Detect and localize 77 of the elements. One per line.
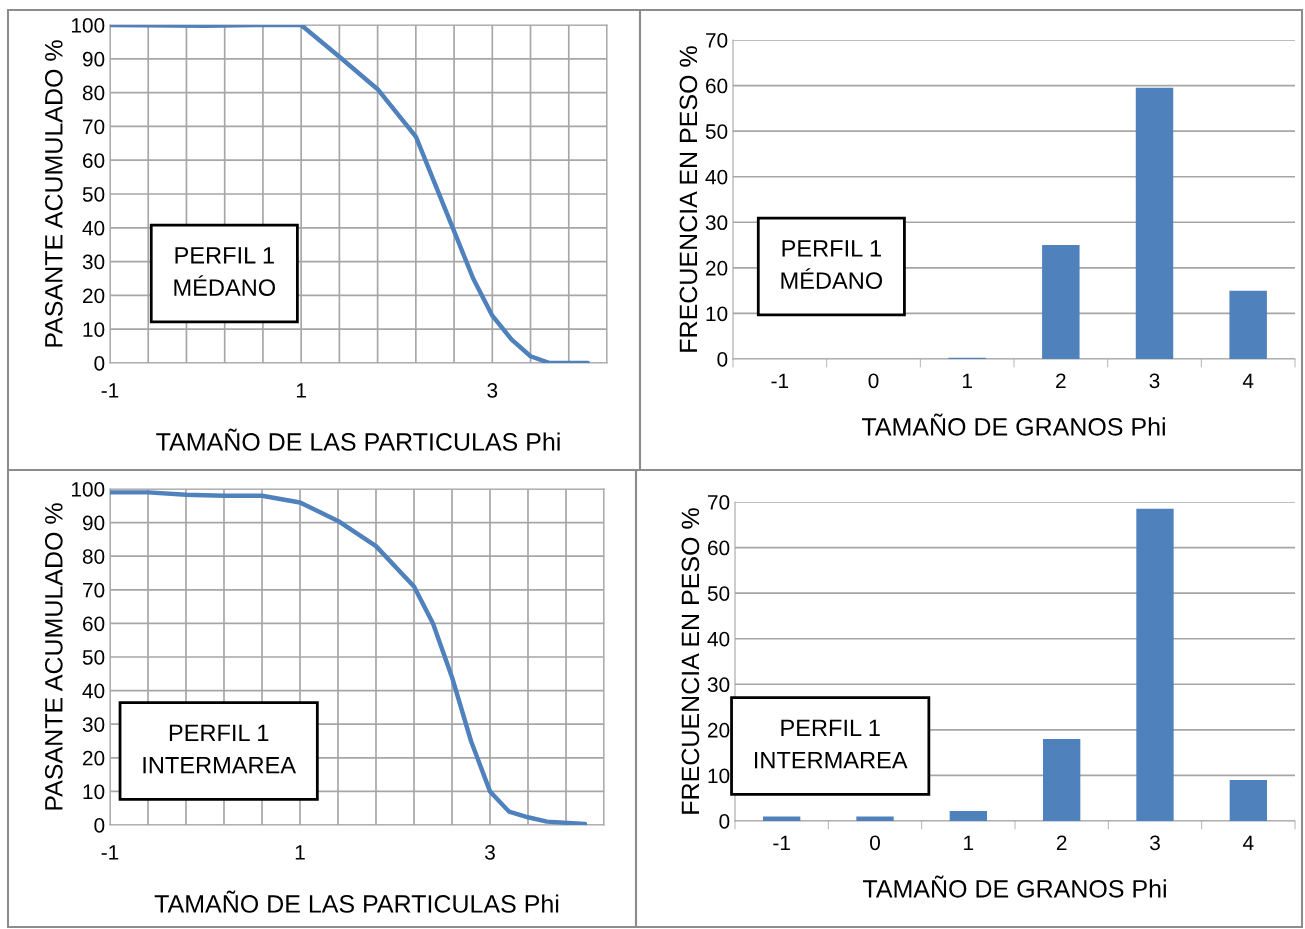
x-tick-label: 3	[487, 382, 498, 398]
y-axis-title: FRECUENCIA EN PESO %	[681, 508, 700, 814]
y-tick-label: 70	[83, 119, 105, 135]
y-tick-label: 90	[82, 51, 105, 67]
x-tick-label: 0	[870, 835, 880, 851]
y-tick-label: 20	[83, 750, 105, 766]
y-tick-label: 0	[94, 356, 105, 371]
y-tick-label: 80	[82, 549, 105, 564]
y-tick-label: 60	[83, 153, 105, 168]
y-tick-label: 40	[705, 169, 728, 185]
x-tick-label: 1	[962, 373, 972, 388]
y-tick-label: 10	[83, 322, 105, 337]
y-axis-title: FRECUENCIA EN PESO %	[679, 46, 698, 352]
y-tick-label: 60	[706, 78, 728, 94]
y-tick-label: 70	[83, 582, 105, 598]
bar	[856, 816, 894, 821]
x-tick-label: 3	[1149, 373, 1160, 389]
y-tick-label: 50	[82, 187, 105, 202]
y-tick-label: 40	[707, 631, 730, 647]
x-tick-label: -1	[771, 373, 789, 388]
y-tick-label: 30	[707, 677, 730, 693]
bar	[1042, 245, 1080, 359]
y-axis-title: PASANTE ACUMULADO %	[44, 503, 63, 810]
y-tick-label: 30	[82, 717, 105, 732]
y-tick-label: 10	[706, 306, 728, 322]
y-tick-label: 90	[82, 515, 105, 531]
y-tick-label: 60	[83, 616, 105, 632]
bar	[1229, 779, 1267, 821]
bar	[1229, 290, 1267, 359]
bar	[763, 816, 801, 821]
x-axis-title: TAMAÑO DE GRANOS Phi	[862, 875, 1166, 898]
y-tick-label: 60	[708, 540, 730, 556]
y-tick-label: 20	[708, 722, 730, 738]
x-tick-label: 2	[1056, 835, 1067, 850]
annotation: PERFIL 1 INTERMAREA	[143, 724, 297, 774]
x-tick-label: -1	[101, 383, 119, 398]
annotation: PERFIL 1 MÉDANO	[781, 240, 883, 289]
x-axis-title: TAMAÑO DE LAS PARTICULAS Phi	[154, 890, 559, 913]
bar	[1043, 738, 1081, 821]
x-tick-label: 3	[485, 844, 495, 860]
y-tick-label: 30	[82, 254, 105, 270]
x-tick-label: -1	[101, 845, 119, 860]
y-tick-label: 0	[719, 814, 730, 829]
y-tick-label: 0	[717, 352, 728, 367]
x-tick-label: 1	[964, 835, 974, 850]
x-tick-label: 0	[868, 373, 879, 389]
y-tick-label: 10	[83, 784, 105, 800]
bar	[1136, 508, 1174, 821]
y-tick-label: 100	[71, 18, 105, 33]
bar	[949, 810, 987, 821]
x-tick-label: 1	[295, 845, 305, 860]
y-tick-label: 20	[706, 260, 728, 276]
x-tick-label: -1	[773, 835, 790, 850]
y-tick-label: 50	[82, 650, 105, 665]
y-tick-label: 0	[94, 818, 105, 833]
x-tick-label: 3	[1150, 835, 1160, 851]
y-tick-label: 50	[707, 586, 730, 601]
y-tick-label: 50	[705, 124, 728, 139]
y-tick-label: 20	[83, 288, 105, 304]
annotation: PERFIL 1 INTERMAREA	[754, 719, 908, 769]
x-axis-title: TAMAÑO DE LAS PARTICULAS Phi	[156, 428, 560, 451]
annotation: PERFIL 1 MÉDANO	[174, 247, 275, 296]
y-tick-label: 100	[71, 482, 105, 497]
y-tick-label: 40	[82, 683, 105, 699]
y-tick-label: 70	[708, 495, 730, 510]
y-tick-label: 40	[82, 220, 105, 236]
bar	[1135, 87, 1174, 359]
y-tick-label: 70	[706, 33, 728, 48]
x-tick-label: 4	[1243, 835, 1254, 850]
x-tick-label: 2	[1056, 373, 1066, 388]
y-axis-title: PASANTE ACUMULADO %	[44, 40, 63, 347]
y-tick-label: 30	[705, 215, 728, 231]
y-tick-label: 10	[708, 768, 730, 784]
x-tick-label: 4	[1242, 373, 1254, 388]
y-tick-label: 80	[82, 85, 105, 101]
x-tick-label: 1	[296, 383, 306, 398]
x-axis-title: TAMAÑO DE GRANOS Phi	[861, 413, 1165, 436]
